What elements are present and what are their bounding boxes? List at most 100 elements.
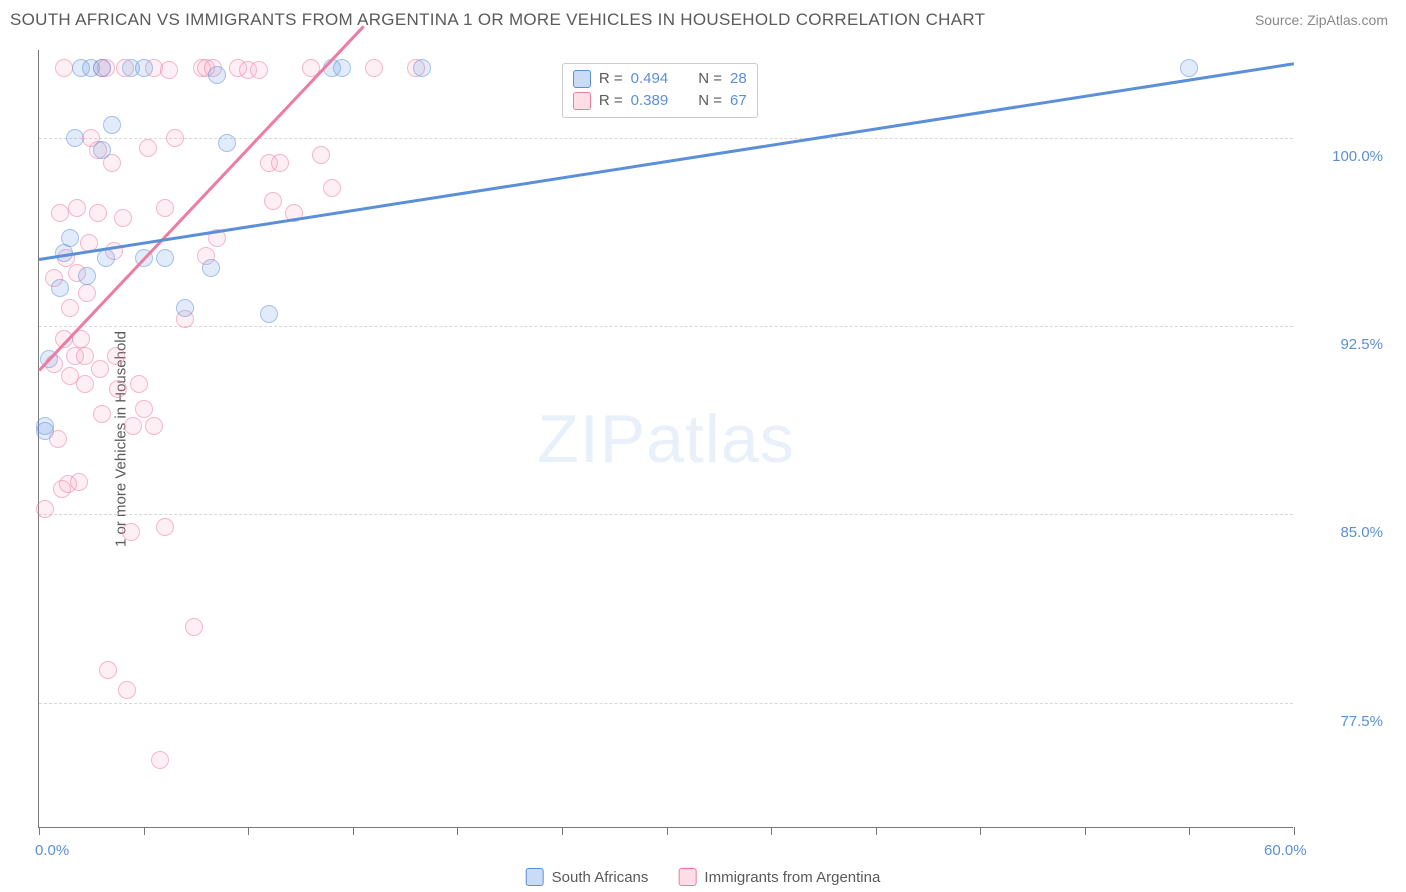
data-point: [202, 259, 220, 277]
x-tick: [39, 827, 40, 835]
y-tick-label: 77.5%: [1303, 713, 1383, 730]
data-point: [93, 141, 111, 159]
data-point: [260, 305, 278, 323]
data-point: [156, 199, 174, 217]
data-point: [55, 59, 73, 77]
data-point: [135, 59, 153, 77]
r-value: 0.494: [631, 70, 669, 87]
x-tick: [876, 827, 877, 835]
gridline: [39, 514, 1293, 515]
data-point: [218, 134, 236, 152]
data-point: [1180, 59, 1198, 77]
data-point: [91, 360, 109, 378]
data-point: [99, 661, 117, 679]
data-point: [109, 380, 127, 398]
watermark: ZIPatlas: [537, 400, 794, 478]
data-point: [208, 66, 226, 84]
data-point: [156, 518, 174, 536]
legend-row: R = 0.389 N = 67: [573, 90, 747, 112]
legend-swatch: [526, 868, 544, 886]
data-point: [124, 417, 142, 435]
legend-label: South Africans: [552, 869, 649, 886]
n-value: 67: [730, 92, 747, 109]
data-point: [323, 179, 341, 197]
data-point: [36, 500, 54, 518]
legend-row: R = 0.494 N = 28: [573, 68, 747, 90]
data-point: [93, 405, 111, 423]
data-point: [89, 204, 107, 222]
data-point: [139, 139, 157, 157]
data-point: [93, 59, 111, 77]
y-tick-label: 92.5%: [1303, 336, 1383, 353]
y-tick-label: 100.0%: [1303, 148, 1383, 165]
data-point: [122, 523, 140, 541]
data-point: [176, 299, 194, 317]
legend-item: Immigrants from Argentina: [678, 868, 880, 886]
x-tick: [771, 827, 772, 835]
plot-area: 1 or more Vehicles in Household ZIPatlas…: [38, 50, 1293, 828]
n-label: N =: [698, 92, 722, 109]
x-tick: [1189, 827, 1190, 835]
chart-title: SOUTH AFRICAN VS IMMIGRANTS FROM ARGENTI…: [10, 10, 985, 30]
data-point: [312, 146, 330, 164]
data-point: [51, 279, 69, 297]
header: SOUTH AFRICAN VS IMMIGRANTS FROM ARGENTI…: [0, 0, 1406, 30]
data-point: [156, 249, 174, 267]
data-point: [70, 473, 88, 491]
data-point: [166, 129, 184, 147]
legend-label: Immigrants from Argentina: [704, 869, 880, 886]
x-tick: [353, 827, 354, 835]
data-point: [103, 116, 121, 134]
data-point: [151, 751, 169, 769]
data-point: [51, 204, 69, 222]
gridline: [39, 703, 1293, 704]
r-label: R =: [599, 70, 623, 87]
x-tick: [1294, 827, 1295, 835]
x-tick: [562, 827, 563, 835]
legend-swatch: [573, 70, 591, 88]
data-point: [185, 618, 203, 636]
watermark-thin: atlas: [646, 401, 795, 477]
x-tick: [1085, 827, 1086, 835]
data-point: [160, 61, 178, 79]
data-point: [78, 267, 96, 285]
legend-item: South Africans: [526, 868, 649, 886]
data-point: [264, 192, 282, 210]
y-tick-label: 85.0%: [1303, 524, 1383, 541]
data-point: [118, 681, 136, 699]
data-point: [413, 59, 431, 77]
data-point: [135, 400, 153, 418]
trendline: [38, 25, 364, 371]
data-point: [61, 299, 79, 317]
x-tick: [457, 827, 458, 835]
legend-swatch: [678, 868, 696, 886]
x-tick-label: 60.0%: [1264, 842, 1307, 859]
data-point: [145, 417, 163, 435]
data-point: [333, 59, 351, 77]
source-label: Source: ZipAtlas.com: [1255, 12, 1388, 28]
data-point: [107, 347, 125, 365]
r-label: R =: [599, 92, 623, 109]
data-point: [250, 61, 268, 79]
x-tick: [667, 827, 668, 835]
n-label: N =: [698, 70, 722, 87]
x-tick-label: 0.0%: [35, 842, 69, 859]
watermark-bold: ZIP: [537, 401, 646, 477]
r-value: 0.389: [631, 92, 669, 109]
data-point: [68, 199, 86, 217]
data-point: [66, 129, 84, 147]
x-tick: [980, 827, 981, 835]
data-point: [130, 375, 148, 393]
legend-swatch: [573, 92, 591, 110]
data-point: [114, 209, 132, 227]
n-value: 28: [730, 70, 747, 87]
data-point: [76, 347, 94, 365]
data-point: [365, 59, 383, 77]
legend-bottom: South Africans Immigrants from Argentina: [526, 868, 881, 886]
gridline: [39, 326, 1293, 327]
data-point: [97, 249, 115, 267]
data-point: [78, 284, 96, 302]
x-tick: [248, 827, 249, 835]
data-point: [76, 375, 94, 393]
data-point: [271, 154, 289, 172]
